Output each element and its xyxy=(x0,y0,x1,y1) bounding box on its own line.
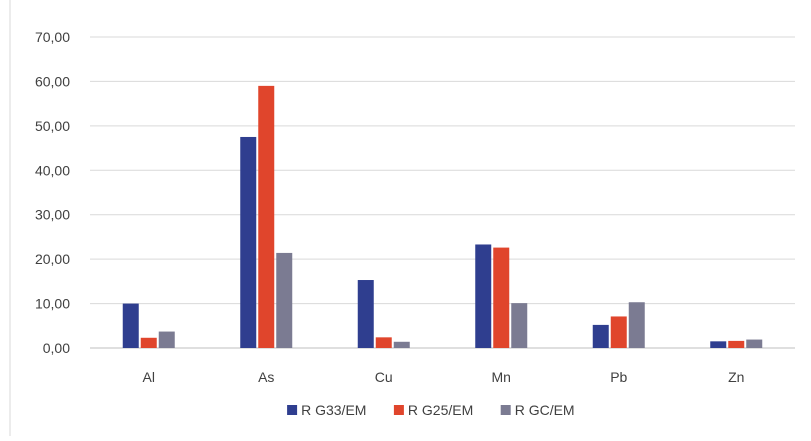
y-tick-label: 0,00 xyxy=(43,340,70,356)
x-category-label: Zn xyxy=(728,369,744,385)
legend-swatch xyxy=(287,405,298,415)
x-category-label: Cu xyxy=(375,369,393,385)
bar-al-2 xyxy=(158,331,175,348)
x-category-label: Mn xyxy=(492,369,511,385)
legend-label: R GC/EM xyxy=(515,402,575,418)
legend-swatch xyxy=(500,405,511,415)
legend-label: R G25/EM xyxy=(408,402,473,418)
x-axis-categories: Al As Cu Mn Pb Zn xyxy=(143,369,745,385)
y-tick-label: 50,00 xyxy=(35,118,70,134)
bar-mn-2 xyxy=(511,303,528,348)
bar-pb-1 xyxy=(610,316,627,348)
bar-as-1 xyxy=(258,85,275,348)
gridlines xyxy=(90,36,795,349)
y-tick-label: 70,00 xyxy=(35,29,70,45)
bar-zn-2 xyxy=(746,339,763,348)
bar-zn-1 xyxy=(728,340,745,348)
bar-cu-2 xyxy=(393,341,410,348)
bar-mn-0 xyxy=(475,244,492,348)
bar-cu-0 xyxy=(357,280,374,348)
bar-al-1 xyxy=(140,337,157,348)
bar-mn-1 xyxy=(493,247,510,348)
bar-as-0 xyxy=(240,136,257,348)
x-category-label: Pb xyxy=(610,369,627,385)
y-tick-label: 10,00 xyxy=(35,296,70,312)
bar-cu-1 xyxy=(375,337,392,348)
x-category-label: As xyxy=(258,369,274,385)
legend-label: R G33/EM xyxy=(301,402,366,418)
legend-swatch xyxy=(393,405,404,415)
bar-al-0 xyxy=(122,303,139,348)
x-category-label: Al xyxy=(143,369,155,385)
y-tick-label: 30,00 xyxy=(35,207,70,223)
bars xyxy=(122,85,763,348)
y-tick-label: 60,00 xyxy=(35,73,70,89)
bar-pb-0 xyxy=(592,324,609,348)
y-tick-label: 40,00 xyxy=(35,162,70,178)
bar-zn-0 xyxy=(710,341,727,348)
bar-as-2 xyxy=(276,252,293,348)
y-tick-label: 20,00 xyxy=(35,251,70,267)
legend: R G33/EM R G25/EM R GC/EM xyxy=(287,402,575,418)
bar-pb-2 xyxy=(628,302,645,348)
y-axis-ticks: 0,00 10,00 20,00 30,00 40,00 50,00 60,00 70,00 xyxy=(35,29,70,356)
